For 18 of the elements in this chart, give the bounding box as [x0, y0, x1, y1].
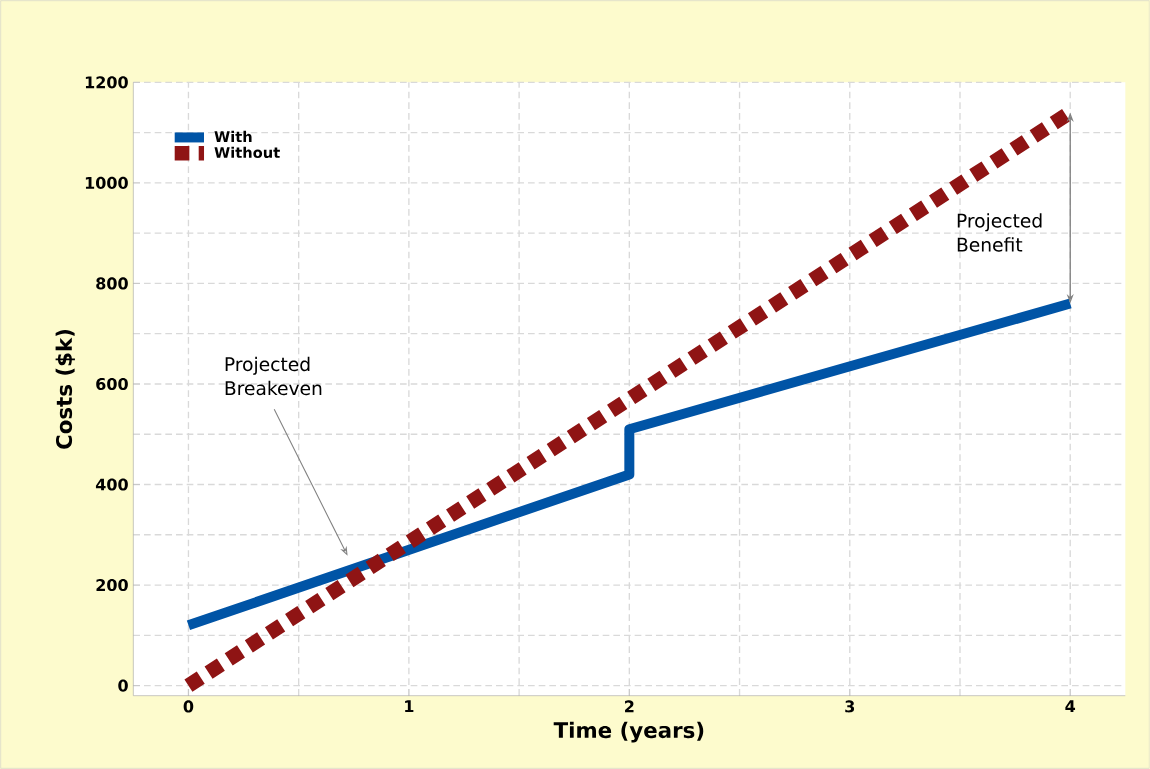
legend-label: Without: [214, 146, 280, 159]
annotation: Projected Breakeven: [225, 356, 322, 396]
x-tick-label: 3: [845, 700, 855, 713]
x-tick-label: 2: [625, 700, 634, 713]
y-tick-label: 800: [96, 277, 128, 290]
y-axis-title: Costs ($k): [55, 329, 75, 449]
x-tick-label: 0: [183, 700, 194, 713]
y-tick-label: 0: [118, 679, 128, 692]
y-tick-label: 400: [95, 478, 128, 491]
x-tick-label: 1: [405, 700, 414, 713]
y-tick-label: 600: [96, 377, 128, 391]
y-tick-label: 200: [96, 579, 128, 592]
y-tick-label: 1200: [85, 76, 128, 89]
x-tick-label: 4: [1065, 700, 1076, 713]
y-tick-label: 1000: [85, 176, 128, 189]
annotation: Projected Benefit: [957, 213, 1042, 252]
x-axis-title: Time (years): [553, 721, 704, 743]
legend-label: With: [214, 130, 252, 143]
